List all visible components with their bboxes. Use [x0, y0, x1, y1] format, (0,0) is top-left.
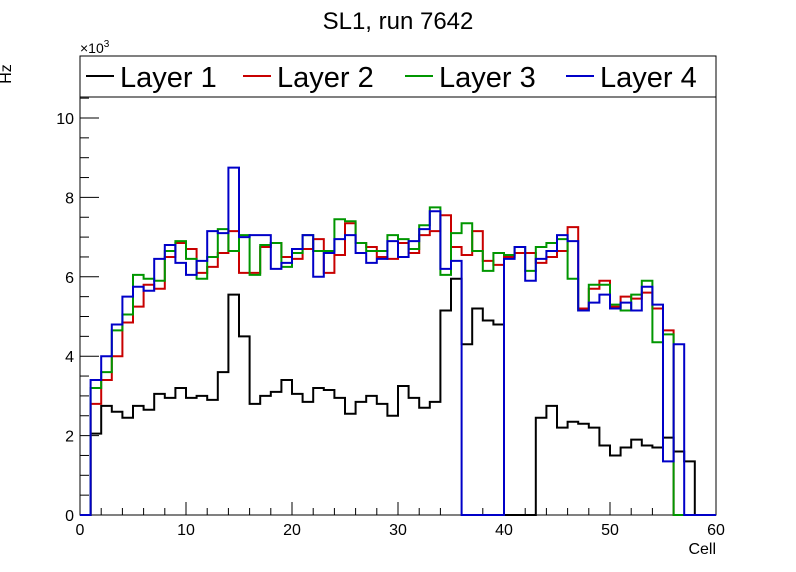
x-axis-label: Cell [688, 541, 716, 558]
x-tick-label: 40 [495, 522, 513, 539]
legend: Layer 1 Layer 2 Layer 3 Layer 4 [79, 55, 717, 98]
x-tick-label: 50 [601, 522, 619, 539]
legend-label-layer-4: Layer 4 [600, 62, 697, 94]
series-line-layer-4 [80, 166, 716, 516]
y-tick-label: 2 [65, 429, 74, 446]
series-line-layer-3 [80, 206, 716, 516]
axis-ticks [79, 97, 717, 516]
y-axis-label: Hz [0, 64, 15, 84]
y-tick-label: 8 [65, 190, 74, 207]
x-tick-label: 20 [283, 522, 301, 539]
chart-title: SL1, run 7642 [323, 8, 474, 35]
plot-frame [79, 55, 717, 516]
x-tick-label: 30 [389, 522, 407, 539]
legend-box [79, 55, 717, 98]
x-tick-label: 10 [177, 522, 195, 539]
y-tick-label: 4 [65, 349, 74, 366]
series-line-layer-1 [80, 277, 716, 516]
y-tick-label: 6 [65, 270, 74, 287]
legend-label-layer-1: Layer 1 [120, 62, 217, 94]
legend-label-layer-2: Layer 2 [277, 62, 374, 94]
series-group [80, 166, 716, 516]
axis-tick-labels: 0 10 20 30 40 50 60 0 2 4 6 8 10 [56, 111, 725, 539]
x-tick-label: 0 [76, 522, 85, 539]
x-tick-label: 60 [707, 522, 725, 539]
y-tick-label: 0 [65, 508, 74, 525]
y-axis-exponent: ×103 [80, 39, 110, 56]
legend-label-layer-3: Layer 3 [439, 62, 536, 94]
y-tick-label: 10 [56, 111, 74, 128]
